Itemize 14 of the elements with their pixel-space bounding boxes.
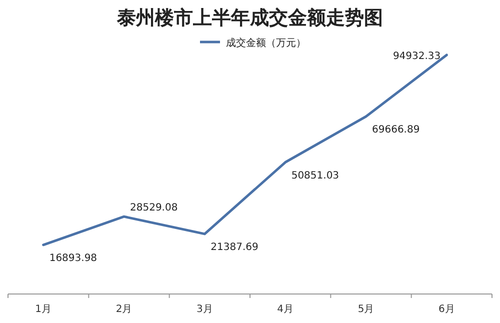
x-tick-label: 4月 (277, 304, 294, 315)
data-label: 21387.69 (210, 242, 258, 253)
x-tick-label: 3月 (196, 304, 213, 315)
data-label: 50851.03 (291, 170, 340, 182)
data-label: 28529.08 (130, 202, 178, 214)
data-label: 16893.98 (49, 252, 98, 264)
data-label: 94932.33 (392, 51, 441, 62)
x-tick-label: 1月 (35, 304, 52, 315)
x-tick-label: 2月 (116, 304, 132, 315)
x-tick-label: 5月 (358, 304, 374, 315)
data-label: 69666.89 (372, 124, 420, 136)
x-tick-label: 6月 (438, 304, 455, 315)
legend-label: 成交金额（万元） (226, 37, 306, 49)
chart-title: 泰州楼市上半年成交金额走势图 (116, 7, 383, 29)
